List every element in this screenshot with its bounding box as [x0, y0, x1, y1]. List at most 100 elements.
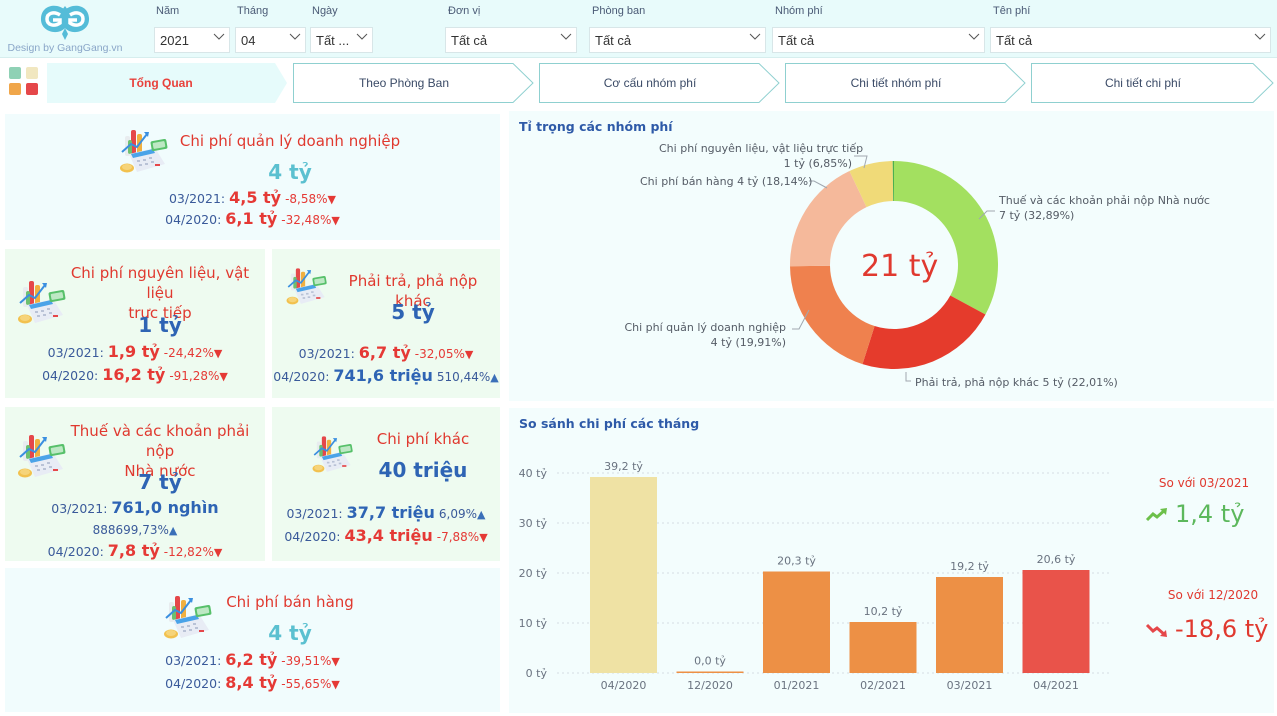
leader-line [809, 180, 828, 189]
leader-line [792, 309, 810, 330]
bar-04/2020[interactable] [590, 477, 657, 673]
tab-chi-tiet-chi-phi[interactable]: Chi tiết chi phí [1031, 63, 1275, 103]
kpi-value: 40 triệu [378, 458, 468, 482]
compare-period: 03/2021: [286, 506, 343, 521]
tab-co-cau-nhom-phi[interactable]: Cơ cấu nhóm phí [539, 63, 781, 103]
month-select[interactable]: 04 [235, 27, 306, 53]
kpi-card-nvl[interactable]: Chi phí nguyên liệu, vật liệu trực tiếp … [5, 249, 265, 398]
kpi-card-qldn[interactable]: Chi phí quản lý doanh nghiệp 4 tỷ 03/202… [5, 114, 500, 240]
triangle-down-icon: ▼ [213, 546, 223, 559]
compare-percent: -7,88% [436, 530, 480, 544]
donut-center-total: 21 tỷ [861, 249, 939, 284]
kpi-card-khac[interactable]: Chi phí khác 40 triệu 03/2021: 37,7 triệ… [272, 407, 500, 561]
filter-label-day: Ngày [312, 5, 338, 17]
filter-bar: Design by GangGang.vn Năm 2021 Tháng 04 … [0, 0, 1277, 58]
compare-amount: 43,4 triệu [344, 526, 433, 545]
pie-label-line: Chi phí bán hàng 4 tỷ (18,14%) [640, 175, 813, 188]
delta-title: So với 12/2020 [1167, 588, 1259, 602]
unit-select-value: Tất cả [451, 33, 488, 48]
finance-calculator-icon [119, 129, 169, 174]
fee-name-select[interactable]: Tất cả [990, 27, 1271, 53]
donut-slice-3[interactable] [790, 171, 867, 267]
day-select[interactable]: Tất ... [310, 27, 373, 53]
kpi-compare-prev-year: 04/2020: 8,4 tỷ -55,65%▼ [5, 673, 500, 695]
donut-slice-1[interactable] [862, 295, 986, 369]
tab-tong-quan[interactable]: Tổng Quan [47, 63, 289, 103]
kpi-compare-prev-month: 03/2021: 37,7 triệu 6,09%▲ [272, 503, 500, 525]
pie-label-ban-hang: Chi phí bán hàng 4 tỷ (18,14%) [640, 174, 812, 189]
leader-line [854, 155, 868, 169]
bar-02/2021[interactable] [849, 622, 917, 673]
trend-down-icon [1145, 623, 1167, 637]
compare-period: 04/2020: [273, 369, 330, 384]
filter-label-fee-group: Nhóm phí [775, 5, 823, 17]
compare-amount: 761,0 nghìn [111, 498, 219, 517]
fee-share-panel: Tỉ trọng các nhóm phí 21 tỷ Chi phí nguy… [509, 111, 1274, 401]
triangle-down-icon: ▼ [213, 347, 223, 360]
year-select[interactable]: 2021 [154, 27, 230, 53]
delta-value-up: 1,4 tỷ [1145, 500, 1244, 528]
triangle-down-icon: ▼ [331, 655, 340, 668]
tab-chi-tiet-nhom-phi[interactable]: Chi tiết nhóm phí [785, 63, 1027, 103]
bar-03/2021[interactable] [936, 577, 1003, 673]
x-tick-label: 01/2021 [774, 679, 820, 692]
donut-slice-4[interactable] [849, 161, 894, 208]
kpi-compare-prev-month: 03/2021: 6,7 tỷ -32,05%▼ [272, 343, 500, 365]
x-tick-label: 03/2021 [947, 679, 993, 692]
triangle-up-icon: ▲ [168, 524, 178, 537]
compare-amount: 16,2 tỷ [102, 365, 166, 384]
y-tick-label: 20 tỷ [519, 567, 548, 580]
pie-label-line: Thuế và các khoản phải nộp Nhà nước [999, 194, 1210, 207]
logo-icon [40, 5, 90, 40]
chevron-down-icon [356, 33, 368, 43]
kpi-title: Thuế và các khoản phải nộp Nhà nước [60, 421, 260, 481]
chevron-down-icon [289, 33, 301, 43]
logo-text: Design by GangGang.vn [7, 42, 123, 54]
compare-period: 03/2021: [51, 501, 108, 516]
filter-label-department: Phòng ban [592, 5, 646, 17]
kpi-compare-prev-month-pct: 888699,73%▲ [5, 520, 265, 541]
pie-label-line: 7 tỷ (32,89%) [999, 209, 1075, 222]
kpi-value: 4 tỷ [268, 621, 312, 645]
color-palette-icon[interactable] [9, 67, 39, 97]
kpi-value: 1 tỷ [138, 313, 182, 337]
kpi-title-line1: Chi phí nguyên liệu, vật liệu [70, 264, 250, 302]
department-select-value: Tất cả [595, 33, 632, 48]
compare-amount: 741,6 triệu [333, 366, 433, 385]
fee-group-select[interactable]: Tất cả [772, 27, 985, 53]
donut-slice-0[interactable] [894, 161, 998, 315]
bar-12/2020[interactable] [676, 671, 744, 674]
kpi-card-ban-hang[interactable]: Chi phí bán hàng 4 tỷ 03/2021: 6,2 tỷ -3… [5, 568, 500, 712]
tab-label: Cơ cấu nhóm phí [603, 76, 697, 90]
kpi-value: 5 tỷ [391, 300, 435, 324]
tab-theo-phong-ban[interactable]: Theo Phòng Ban [293, 63, 535, 103]
pie-label-line: Chi phí nguyên liệu, vật liệu trực tiếp [659, 142, 864, 155]
delta-amount: 1,4 tỷ [1175, 500, 1245, 528]
kpi-title: Phải trả, phả nộp khác [348, 272, 478, 310]
filter-label-fee-name: Tên phí [993, 5, 1031, 17]
filter-label-month: Tháng [237, 5, 269, 17]
donut-slice-2[interactable] [790, 265, 875, 365]
compare-percent: -8,58% [285, 192, 328, 206]
compare-period: 04/2020: [284, 529, 341, 544]
compare-amount: 37,7 triệu [346, 503, 435, 522]
compare-percent: -39,51% [281, 654, 332, 668]
x-tick-label: 04/2021 [1033, 679, 1079, 692]
kpi-card-thue[interactable]: Thuế và các khoản phải nộp Nhà nước 7 tỷ… [5, 407, 265, 561]
bar-01/2021[interactable] [763, 571, 830, 674]
triangle-up-icon: ▲ [490, 371, 499, 384]
donut-slice-5[interactable] [892, 161, 894, 202]
bar-04/2021[interactable] [1022, 570, 1090, 673]
unit-select[interactable]: Tất cả [445, 27, 577, 53]
kpi-card-phai-tra[interactable]: Phải trả, phả nộp khác 5 tỷ 03/2021: 6,7… [272, 249, 500, 398]
compare-percent: -55,65% [281, 677, 332, 691]
kpi-value: 7 tỷ [138, 470, 182, 494]
kpi-title-line2: Nhà nước [124, 462, 196, 480]
pie-label-thue: Thuế và các khoản phải nộp Nhà nước 7 tỷ… [999, 193, 1210, 223]
compare-amount: 6,1 tỷ [225, 209, 278, 228]
department-select[interactable]: Tất cả [589, 27, 766, 53]
compare-period: 04/2020: [42, 368, 99, 383]
compare-amount: 6,2 tỷ [225, 650, 278, 669]
compare-period: 03/2021: [47, 345, 104, 360]
y-tick-label: 30 tỷ [519, 517, 548, 530]
